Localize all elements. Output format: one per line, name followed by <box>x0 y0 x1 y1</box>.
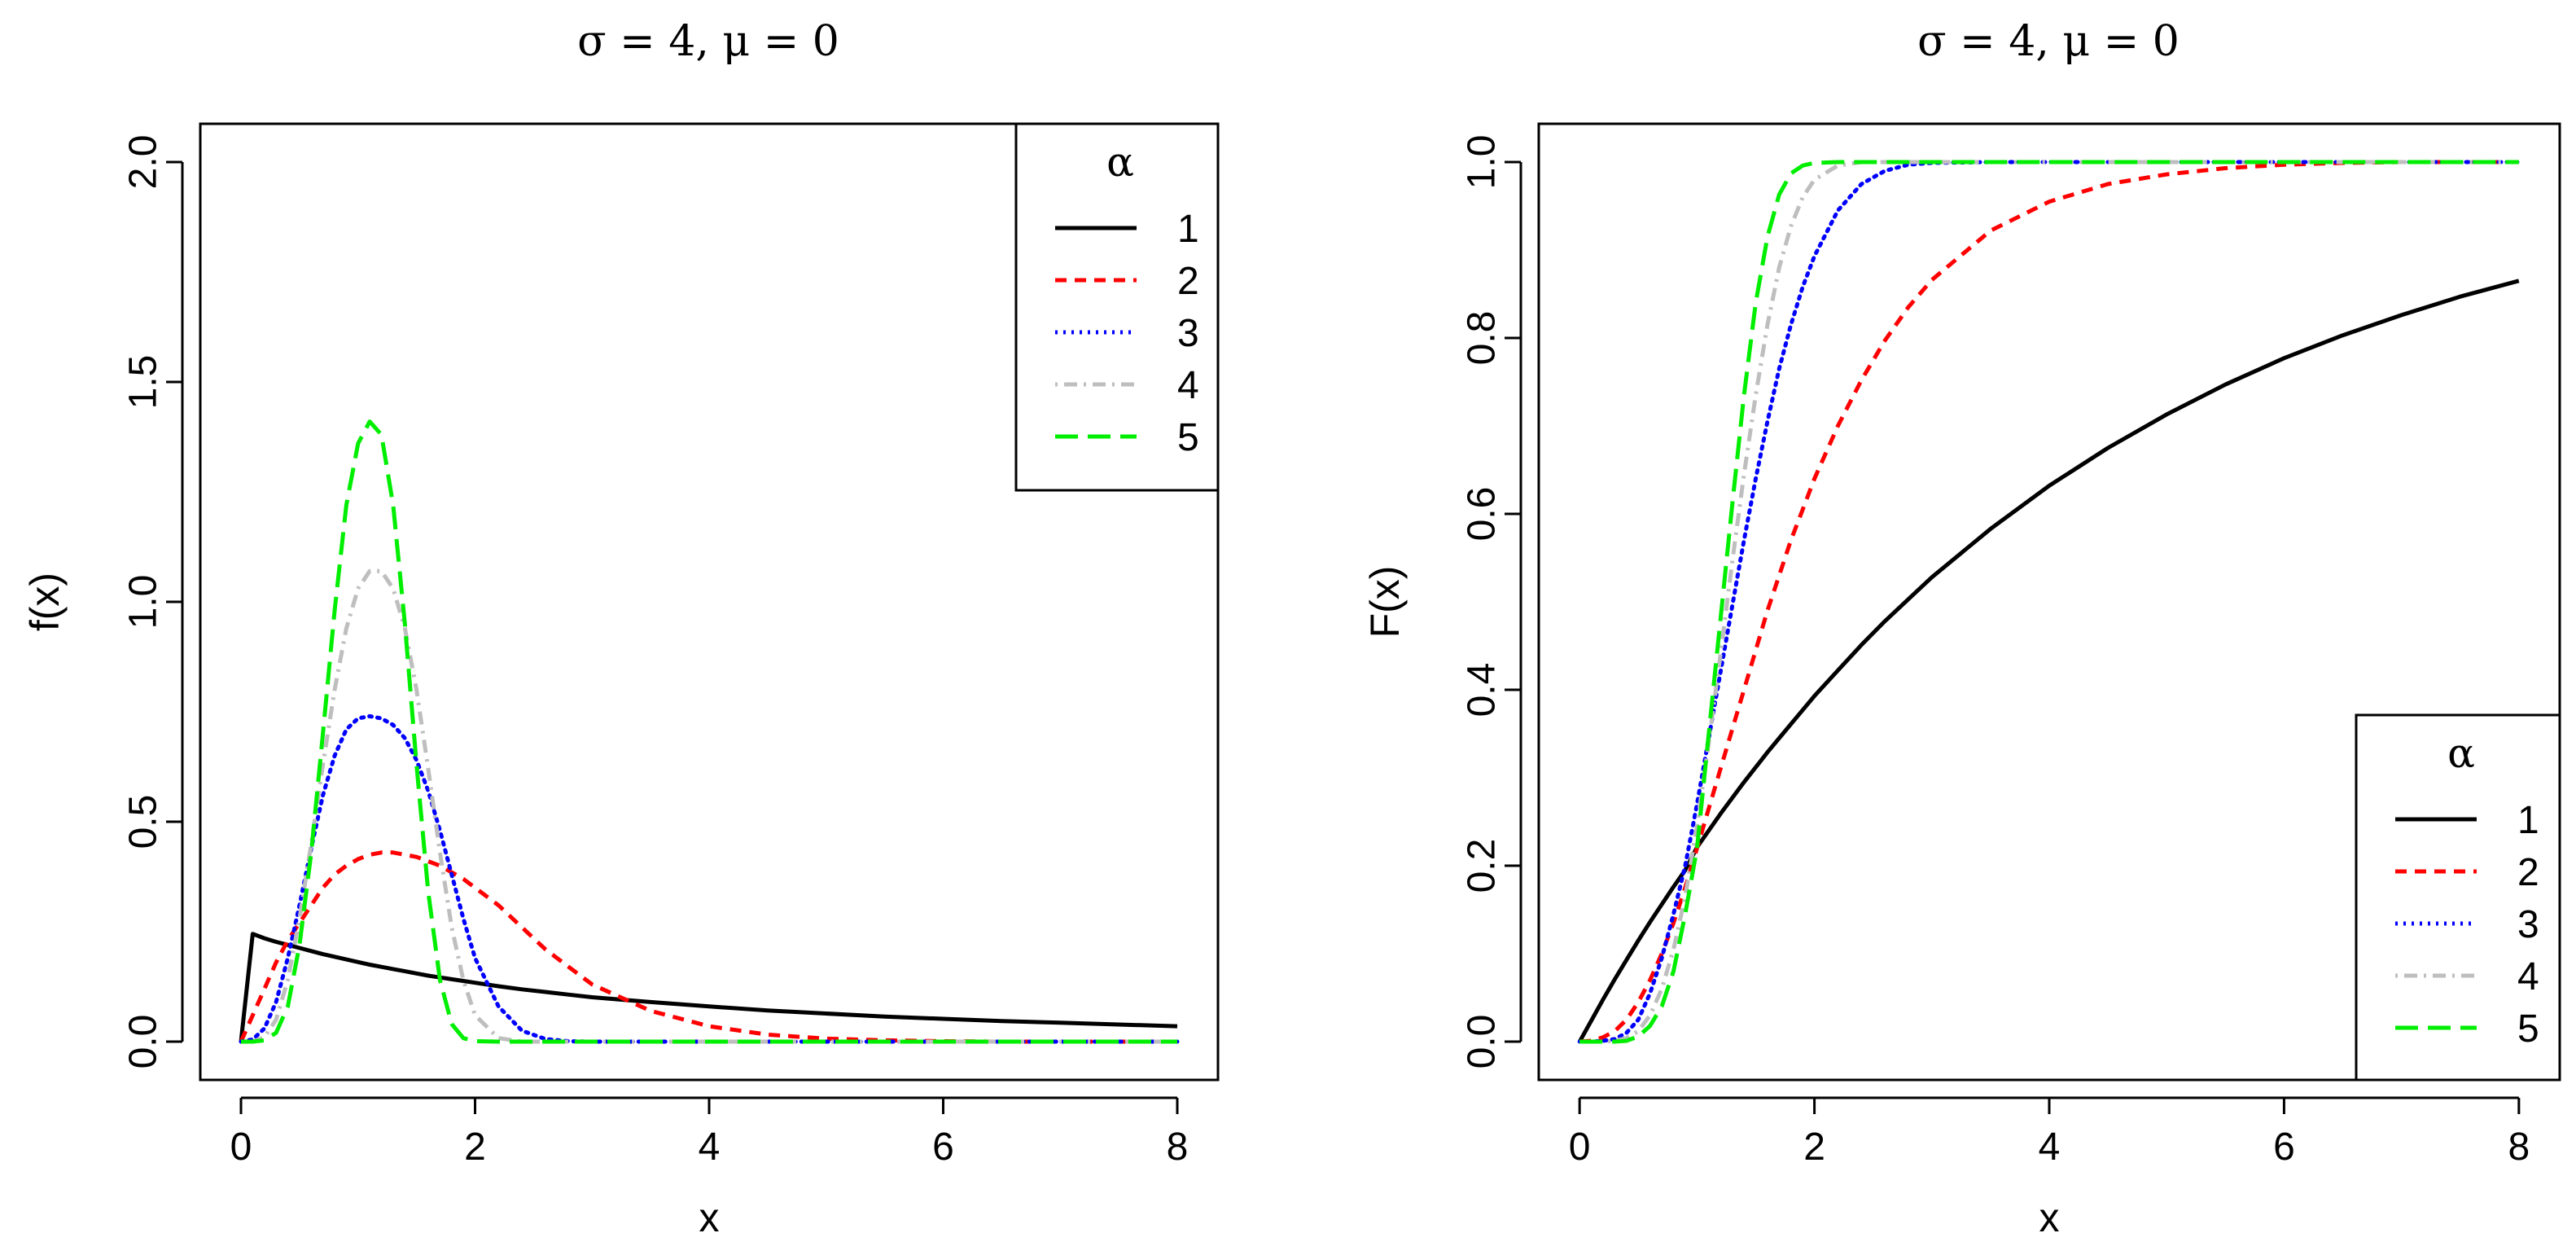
legend-entry-label: 2 <box>1177 260 1199 303</box>
series-line-1 <box>1578 279 2520 1043</box>
x-tick-label: 4 <box>2039 1126 2061 1169</box>
y-axis-label: F(x) <box>1362 566 1408 638</box>
series-line-2 <box>239 850 1177 1044</box>
x-tick-label: 0 <box>230 1126 252 1169</box>
legend: α1 2 3 4 5 <box>2355 713 2561 1082</box>
legend-title: α <box>1106 138 1134 186</box>
x-tick-label: 2 <box>1803 1126 1825 1169</box>
x-tick-label: 6 <box>932 1126 954 1169</box>
x-tick-label: 4 <box>699 1126 721 1169</box>
series-line-4 <box>1579 160 2519 1044</box>
series-group <box>1577 160 2521 1044</box>
chart-title: σ = 4, μ = 0 <box>577 17 839 66</box>
legend-entry-label: 4 <box>1177 364 1199 407</box>
legend-entry-label: 1 <box>2517 799 2539 842</box>
series-line-5 <box>241 419 1177 1044</box>
series-group <box>239 419 1180 1044</box>
x-tick-label: 8 <box>2508 1126 2530 1169</box>
y-tick-label: 0.4 <box>1461 663 1504 717</box>
x-axis-label: x <box>699 1195 720 1240</box>
cdf-panel: σ = 4, μ = 0 x F(x) 0 2 4 6 8 0.0 0.2 0.4 0.6 0.8 1.0… <box>1362 17 2561 1240</box>
density-panel: σ = 4, μ = 0 x f(x) 0 2 4 6 8 0.0 0.5 1.0 1.5 2.0 α1 2… <box>22 17 1220 1240</box>
y-tick-label: 0.8 <box>1461 311 1504 366</box>
legend-box <box>1014 122 1220 492</box>
legend-entry-label: 2 <box>2517 851 2539 894</box>
legend-entry-label: 1 <box>1177 208 1199 251</box>
y-tick-label: 0.0 <box>122 1015 165 1069</box>
legend-entry-label: 3 <box>2517 903 2539 946</box>
legend-entry-label: 5 <box>2517 1007 2539 1051</box>
y-tick-label: 2.0 <box>122 135 165 190</box>
y-tick-label: 0.0 <box>1461 1015 1504 1069</box>
plot-frame <box>199 122 1220 1082</box>
legend-title: α <box>2447 730 2475 777</box>
series-line-1 <box>239 932 1178 1042</box>
y-axis-label: f(x) <box>22 573 68 631</box>
y-tick-label: 0.2 <box>1461 839 1504 893</box>
y-tick-label: 1.0 <box>1461 135 1504 190</box>
plot-frame <box>1537 122 2561 1082</box>
legend-entry-label: 5 <box>1177 416 1199 459</box>
series-line-5 <box>1579 160 2519 1044</box>
legend-entry-label: 4 <box>2517 955 2539 998</box>
x-tick-label: 8 <box>1167 1126 1189 1169</box>
x-tick-label: 6 <box>2273 1126 2295 1169</box>
chart-title: σ = 4, μ = 0 <box>1917 17 2180 66</box>
y-tick-label: 1.0 <box>122 575 165 630</box>
x-axis-label: x <box>2039 1195 2060 1240</box>
legend-box <box>2355 713 2561 1082</box>
y-tick-label: 0.6 <box>1461 487 1504 542</box>
x-tick-label: 2 <box>464 1126 486 1169</box>
y-tick-label: 1.5 <box>122 355 165 410</box>
x-tick-label: 0 <box>1569 1126 1591 1169</box>
legend-entry-label: 3 <box>1177 312 1199 355</box>
legend: α1 2 3 4 5 <box>1014 122 1220 492</box>
y-tick-label: 0.5 <box>122 795 165 849</box>
